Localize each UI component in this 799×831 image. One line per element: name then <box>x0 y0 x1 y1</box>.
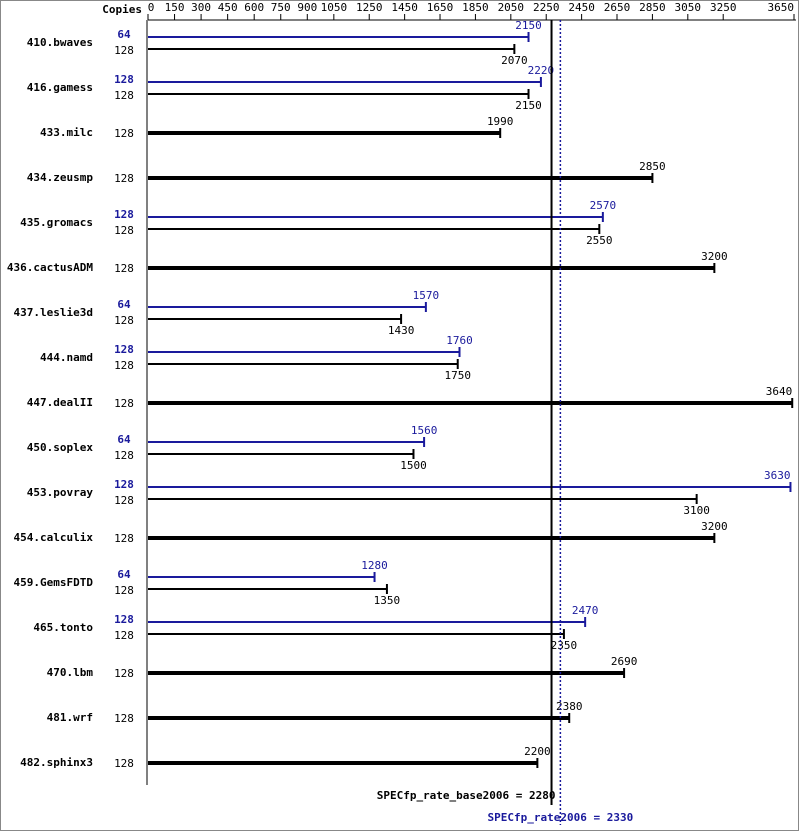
peak-copies: 128 <box>114 343 134 356</box>
x-tick-label: 1050 <box>321 1 348 14</box>
base-copies: 128 <box>114 224 134 237</box>
benchmark-label: 470.lbm <box>47 666 94 679</box>
peak-copies: 64 <box>117 433 131 446</box>
x-tick-label: 2250 <box>533 1 560 14</box>
base-value-label: 1500 <box>400 459 427 472</box>
base-value-label: 2690 <box>611 655 638 668</box>
base-copies: 128 <box>114 262 134 275</box>
peak-copies: 128 <box>114 73 134 86</box>
benchmark-label: 465.tonto <box>33 621 93 634</box>
x-tick-label: 300 <box>191 1 211 14</box>
benchmark-label: 454.calculix <box>14 531 94 544</box>
base-copies: 128 <box>114 172 134 185</box>
peak-value-label: 2150 <box>515 19 542 32</box>
base-copies: 128 <box>114 712 134 725</box>
base-value-label: 3200 <box>701 250 728 263</box>
benchmark-label: 436.cactusADM <box>7 261 93 274</box>
benchmark-label: 450.soplex <box>27 441 94 454</box>
x-tick-label: 2450 <box>568 1 595 14</box>
x-tick-label: 0 <box>148 1 155 14</box>
peak-copies: 64 <box>117 568 131 581</box>
benchmark-label: 459.GemsFDTD <box>14 576 94 589</box>
base-copies: 128 <box>114 494 134 507</box>
base-value-label: 1750 <box>444 369 471 382</box>
benchmark-label: 434.zeusmp <box>27 171 94 184</box>
base-value-label: 2150 <box>515 99 542 112</box>
benchmark-label: 453.povray <box>27 486 94 499</box>
base-mean-label: SPECfp_rate_base2006 = 2280 <box>377 789 556 802</box>
base-copies: 128 <box>114 757 134 770</box>
x-tick-label: 750 <box>271 1 291 14</box>
x-tick-label: 900 <box>297 1 317 14</box>
base-value-label: 2550 <box>586 234 613 247</box>
x-tick-label: 450 <box>218 1 238 14</box>
base-value-label: 2350 <box>551 639 578 652</box>
base-value-label: 1350 <box>374 594 401 607</box>
benchmark-label: 482.sphinx3 <box>20 756 93 769</box>
base-value-label: 2200 <box>524 745 551 758</box>
peak-value-label: 1760 <box>446 334 473 347</box>
x-tick-label: 2850 <box>639 1 666 14</box>
benchmark-label: 447.dealII <box>27 396 93 409</box>
x-tick-label: 2050 <box>498 1 525 14</box>
peak-copies: 128 <box>114 613 134 626</box>
x-tick-label: 1450 <box>391 1 418 14</box>
x-tick-label: 600 <box>244 1 264 14</box>
peak-mean-label: SPECfp_rate2006 = 2330 <box>488 811 634 824</box>
x-tick-label: 1850 <box>462 1 489 14</box>
base-copies: 128 <box>114 44 134 57</box>
benchmark-label: 435.gromacs <box>20 216 93 229</box>
base-value-label: 1430 <box>388 324 415 337</box>
peak-value-label: 1560 <box>411 424 438 437</box>
peak-copies: 64 <box>117 28 131 41</box>
base-copies: 128 <box>114 629 134 642</box>
benchmark-label: 437.leslie3d <box>14 306 93 319</box>
x-tick-label: 3250 <box>710 1 737 14</box>
x-tick-label: 3050 <box>675 1 702 14</box>
x-tick-label: 150 <box>165 1 185 14</box>
base-value-label: 1990 <box>487 115 514 128</box>
base-value-label: 3100 <box>683 504 710 517</box>
copies-header: Copies <box>102 3 142 16</box>
peak-value-label: 2570 <box>590 199 617 212</box>
base-copies: 128 <box>114 449 134 462</box>
benchmark-label: 444.namd <box>40 351 93 364</box>
peak-value-label: 2220 <box>528 64 555 77</box>
peak-copies: 128 <box>114 208 134 221</box>
peak-copies: 64 <box>117 298 131 311</box>
x-tick-label: 1650 <box>427 1 454 14</box>
base-value-label: 3640 <box>766 385 793 398</box>
benchmark-label: 481.wrf <box>47 711 93 724</box>
base-value-label: 3200 <box>701 520 728 533</box>
benchmark-label: 410.bwaves <box>27 36 93 49</box>
base-value-label: 2070 <box>501 54 528 67</box>
base-copies: 128 <box>114 127 134 140</box>
base-copies: 128 <box>114 584 134 597</box>
base-copies: 128 <box>114 667 134 680</box>
peak-value-label: 1570 <box>413 289 440 302</box>
benchmark-label: 416.gamess <box>27 81 93 94</box>
x-tick-label: 2650 <box>604 1 631 14</box>
base-copies: 128 <box>114 359 134 372</box>
peak-value-label: 1280 <box>361 559 388 572</box>
base-copies: 128 <box>114 314 134 327</box>
base-copies: 128 <box>114 89 134 102</box>
peak-value-label: 3630 <box>764 469 791 482</box>
benchmark-label: 433.milc <box>40 126 93 139</box>
base-value-label: 2850 <box>639 160 666 173</box>
x-tick-label: 3650 <box>768 1 795 14</box>
base-copies: 128 <box>114 397 134 410</box>
peak-copies: 128 <box>114 478 134 491</box>
peak-value-label: 2470 <box>572 604 599 617</box>
base-copies: 128 <box>114 532 134 545</box>
base-value-label: 2380 <box>556 700 583 713</box>
x-tick-label: 1250 <box>356 1 383 14</box>
